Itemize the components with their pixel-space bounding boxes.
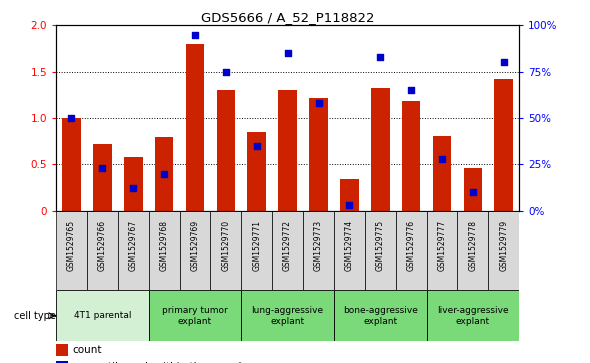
- Bar: [62, 118, 81, 211]
- Text: GSM1529767: GSM1529767: [129, 220, 137, 271]
- Text: GSM1529778: GSM1529778: [468, 220, 477, 271]
- Text: 4T1 parental: 4T1 parental: [74, 311, 131, 320]
- Text: GSM1529772: GSM1529772: [283, 220, 292, 271]
- Bar: [149, 211, 179, 290]
- Bar: [427, 211, 457, 290]
- Point: [221, 69, 231, 75]
- Point: [345, 202, 354, 208]
- Point: [97, 165, 107, 171]
- Bar: [56, 211, 87, 290]
- Bar: [334, 290, 427, 341]
- Bar: [118, 211, 149, 290]
- Bar: [56, 361, 68, 363]
- Bar: [464, 168, 482, 211]
- Point: [468, 189, 478, 195]
- Bar: [186, 44, 204, 211]
- Text: count: count: [72, 345, 101, 355]
- Bar: [303, 211, 334, 290]
- Text: GSM1529774: GSM1529774: [345, 220, 354, 271]
- Text: GSM1529771: GSM1529771: [253, 220, 261, 271]
- Bar: [427, 290, 519, 341]
- Point: [252, 143, 261, 149]
- Text: cell type: cell type: [14, 311, 55, 321]
- Point: [159, 171, 169, 176]
- Point: [314, 100, 323, 106]
- Bar: [494, 79, 513, 211]
- Text: GSM1529776: GSM1529776: [407, 220, 415, 271]
- Text: GSM1529766: GSM1529766: [98, 220, 107, 271]
- Bar: [309, 98, 328, 211]
- Point: [283, 50, 293, 56]
- Point: [407, 87, 416, 93]
- Text: bone-aggressive
explant: bone-aggressive explant: [343, 306, 418, 326]
- Bar: [489, 211, 519, 290]
- Bar: [217, 90, 235, 211]
- Point: [129, 185, 138, 191]
- Text: GSM1529768: GSM1529768: [160, 220, 169, 271]
- Bar: [87, 211, 118, 290]
- Bar: [211, 211, 241, 290]
- Bar: [56, 344, 68, 356]
- Text: percentile rank within the sample: percentile rank within the sample: [72, 362, 248, 363]
- Bar: [93, 144, 112, 211]
- Bar: [334, 211, 365, 290]
- Bar: [149, 290, 241, 341]
- Bar: [241, 290, 334, 341]
- Point: [67, 115, 76, 121]
- Bar: [396, 211, 427, 290]
- Bar: [371, 88, 389, 211]
- Bar: [340, 179, 359, 211]
- Text: lung-aggressive
explant: lung-aggressive explant: [251, 306, 324, 326]
- Bar: [402, 101, 421, 211]
- Text: GSM1529777: GSM1529777: [438, 220, 447, 271]
- Text: GSM1529773: GSM1529773: [314, 220, 323, 271]
- Bar: [278, 90, 297, 211]
- Text: GSM1529775: GSM1529775: [376, 220, 385, 271]
- Bar: [365, 211, 396, 290]
- Title: GDS5666 / A_52_P118822: GDS5666 / A_52_P118822: [201, 11, 375, 24]
- Text: primary tumor
explant: primary tumor explant: [162, 306, 228, 326]
- Bar: [124, 157, 143, 211]
- Point: [190, 32, 199, 38]
- Text: liver-aggressive
explant: liver-aggressive explant: [437, 306, 509, 326]
- Bar: [241, 211, 272, 290]
- Point: [376, 54, 385, 60]
- Point: [499, 60, 509, 65]
- Bar: [457, 211, 489, 290]
- Bar: [155, 138, 173, 211]
- Text: GSM1529770: GSM1529770: [221, 220, 230, 271]
- Bar: [272, 211, 303, 290]
- Bar: [56, 290, 149, 341]
- Point: [437, 156, 447, 162]
- Bar: [432, 136, 451, 211]
- Text: GSM1529779: GSM1529779: [499, 220, 508, 271]
- Bar: [179, 211, 211, 290]
- Text: GSM1529765: GSM1529765: [67, 220, 76, 271]
- Bar: [247, 132, 266, 211]
- Text: GSM1529769: GSM1529769: [191, 220, 199, 271]
